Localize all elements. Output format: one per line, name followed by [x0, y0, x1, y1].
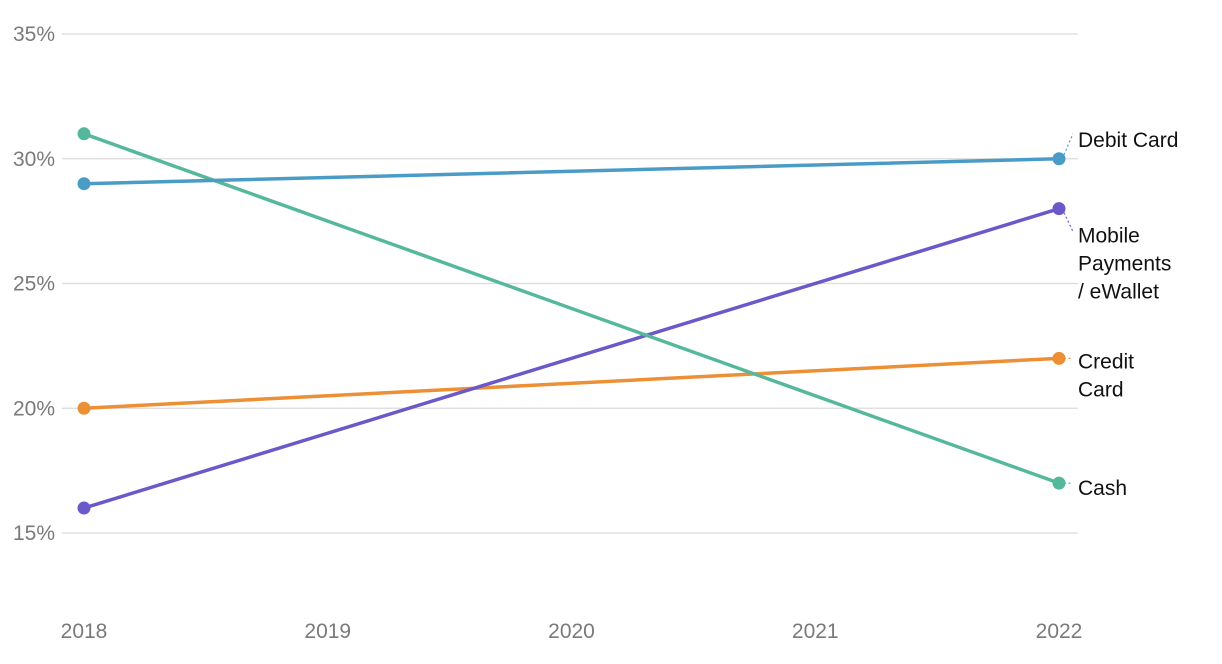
y-tick-label: 35%: [13, 23, 55, 46]
series-label-line: Card: [1078, 378, 1124, 401]
series-label-debit-card: Debit Card: [1063, 129, 1178, 155]
series-mobile-payments-ewallet: [77, 202, 1066, 515]
y-axis: 15% 20% 25% 30% 35%: [13, 23, 55, 545]
series-label-line: Mobile: [1078, 225, 1140, 248]
data-point-credit-card-2018: [77, 401, 91, 415]
series-label-line: Payments: [1078, 253, 1171, 276]
label-leader: [1063, 133, 1074, 155]
x-tick-label: 2021: [792, 620, 839, 643]
series-credit-card: [77, 351, 1066, 415]
series-line-credit-card: [82, 356, 1061, 410]
series-cash: [77, 127, 1066, 490]
data-point-credit-card-2022: [1052, 351, 1066, 365]
x-tick-label: 2020: [548, 620, 595, 643]
y-tick-label: 20%: [13, 397, 55, 420]
series-label-line: Debit Card: [1078, 129, 1178, 152]
series-label-credit-card: Credit Card: [1064, 350, 1134, 401]
y-tick-label: 15%: [13, 522, 55, 545]
data-point-mobile-payments-ewallet-2018: [77, 501, 91, 515]
series-line-debit-card: [82, 157, 1061, 186]
y-tick-label: 25%: [13, 273, 55, 296]
series-label-mobile-payments-ewallet: Mobile Payments / eWallet: [1063, 212, 1171, 304]
data-point-debit-card-2022: [1052, 152, 1066, 166]
label-leader: [1063, 212, 1074, 232]
data-point-mobile-payments-ewallet-2022: [1052, 202, 1066, 216]
data-point-cash-2018: [77, 127, 91, 141]
series-labels: Credit Card Mobile Payments / eWallet Cash Deb…: [1063, 129, 1178, 500]
series-label-line: Credit: [1078, 350, 1134, 373]
series-line-cash: [82, 132, 1061, 485]
x-axis: 2018 2019 2020 2021 2022: [61, 620, 1083, 643]
series-label-line: Cash: [1078, 477, 1127, 500]
data-point-debit-card-2018: [77, 177, 91, 191]
x-tick-label: 2022: [1036, 620, 1083, 643]
x-tick-label: 2019: [304, 620, 351, 643]
series-label-line: / eWallet: [1078, 281, 1159, 304]
gridlines: [62, 33, 1078, 534]
y-tick-label: 30%: [13, 148, 55, 171]
series-label-cash: Cash: [1064, 477, 1127, 500]
data-point-cash-2022: [1052, 476, 1066, 490]
series-line-mobile-payments-ewallet: [82, 206, 1061, 510]
series-lines: [77, 127, 1066, 515]
series-debit-card: [77, 152, 1066, 191]
x-tick-label: 2018: [61, 620, 108, 643]
